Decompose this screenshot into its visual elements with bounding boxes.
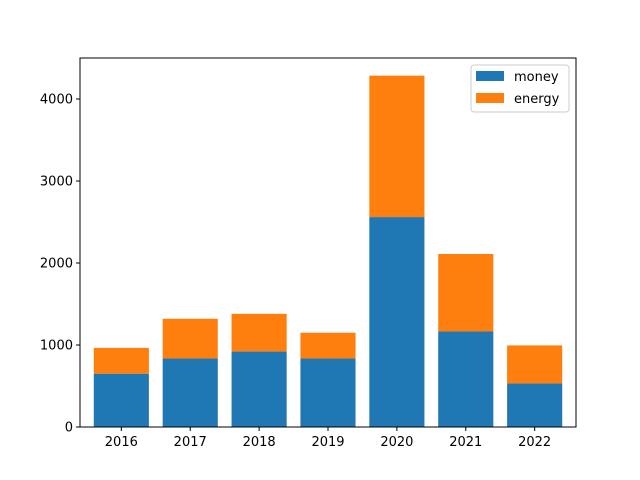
bar-energy-2021 [438,253,494,332]
x-tick-label: 2018 [243,435,276,450]
x-tick-label: 2016 [105,435,138,450]
y-tick-label: 1000 [40,339,73,354]
bar-money-2019 [300,358,356,427]
axes-group: 0 1000 2000 3000 4000 2016 2017 2018 2019 2020 202… [40,57,577,450]
bar-energy-2016 [93,347,149,374]
x-tick-label: 2020 [380,435,413,450]
x-tick-label: 2017 [174,435,207,450]
bar-energy-2022 [507,345,563,384]
bar-money-2020 [369,217,425,427]
bar-money-2018 [231,351,287,427]
legend-swatch-money [476,71,504,81]
legend-swatch-energy [476,93,504,103]
y-tick-label: 0 [65,421,73,436]
bar-money-2021 [438,331,494,427]
legend-label-money: money [514,70,559,85]
bar-money-2016 [93,373,149,427]
bar-money-2017 [162,358,218,427]
legend: money energy [470,64,570,113]
bars-group [93,75,563,427]
bar-energy-2020 [369,75,425,218]
x-tick-label: 2022 [518,435,551,450]
y-tick-label: 4000 [40,93,73,108]
bar-energy-2018 [231,313,287,352]
bar-energy-2019 [300,332,356,359]
bar-money-2022 [507,383,563,427]
x-tick-label: 2019 [311,435,344,450]
y-tick-label: 3000 [40,175,73,190]
legend-label-energy: energy [514,92,560,107]
y-tick-label: 2000 [40,257,73,272]
x-tick-label: 2021 [449,435,482,450]
bar-energy-2017 [162,318,218,359]
